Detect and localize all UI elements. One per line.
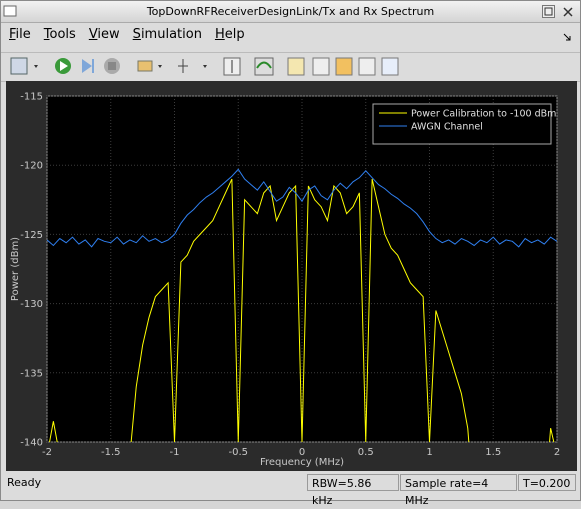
y-tick-label: -125 xyxy=(20,230,43,241)
x-tick-label: 1 xyxy=(426,447,432,458)
x-tick-label: 0.5 xyxy=(358,447,374,458)
x-tick-label: -1.5 xyxy=(101,447,121,458)
y-tick-label: -120 xyxy=(20,161,43,172)
x-tick-label: -1 xyxy=(170,447,180,458)
legend-label: AWGN Channel xyxy=(411,122,483,133)
menu-item[interactable]: Help xyxy=(214,27,245,42)
series-group xyxy=(47,168,557,442)
status-sample-rate: Sample rate=4 MHz xyxy=(400,474,517,507)
x-tick-label: -0.5 xyxy=(228,447,248,458)
menu-item[interactable]: Tools xyxy=(43,27,76,42)
menu-item[interactable]: Simulation xyxy=(132,27,202,42)
window-icon xyxy=(3,5,17,17)
x-axis-label: Frequency (MHz) xyxy=(260,457,344,468)
dock-arrow[interactable] xyxy=(562,32,572,42)
x-tick-label: 0 xyxy=(299,447,305,458)
status-rbw: RBW=5.86 kHz xyxy=(307,474,399,507)
menu-bar: File Tools View Simulation Help xyxy=(9,27,258,42)
window-buttons[interactable] xyxy=(542,5,576,18)
series-line xyxy=(49,178,555,442)
legend-label: Power Calibration to -100 dBm xyxy=(411,109,556,120)
menu-item[interactable]: View xyxy=(88,27,120,42)
y-tick-label: -115 xyxy=(20,92,43,103)
y-tick-label: -130 xyxy=(20,299,43,310)
y-tick-label: -140 xyxy=(20,438,43,449)
title-bar: TopDownRFReceiverDesignLink/Tx and Rx Sp… xyxy=(1,1,580,23)
series-line xyxy=(47,168,557,248)
x-tick-label: -2 xyxy=(42,447,52,458)
x-tick-label: 1.5 xyxy=(485,447,501,458)
toolbar-icons[interactable] xyxy=(1,53,580,81)
chart: Frequency (MHz) Power (dBm) -115-120-125… xyxy=(6,81,577,471)
x-tick-label: 2 xyxy=(554,447,560,458)
toolbar xyxy=(1,52,580,82)
status-state: Ready xyxy=(7,476,42,489)
y-axis-label: Power (dBm) xyxy=(10,237,21,301)
status-time: T=0.200 xyxy=(518,474,576,491)
menu-item[interactable]: File xyxy=(9,27,31,42)
status-bar: Ready RBW=5.86 kHz Sample rate=4 MHz T=0… xyxy=(1,474,580,507)
y-tick-label: -135 xyxy=(20,368,43,379)
legend-box xyxy=(372,103,552,145)
window-title: TopDownRFReceiverDesignLink/Tx and Rx Sp… xyxy=(146,5,435,18)
